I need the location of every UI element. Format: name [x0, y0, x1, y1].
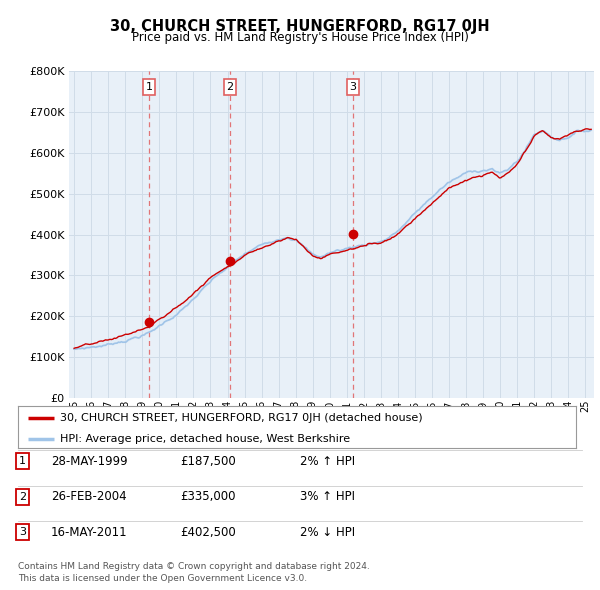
Text: Price paid vs. HM Land Registry's House Price Index (HPI): Price paid vs. HM Land Registry's House … — [131, 31, 469, 44]
Text: 1: 1 — [19, 457, 26, 466]
Text: 3: 3 — [350, 82, 356, 92]
Text: 16-MAY-2011: 16-MAY-2011 — [51, 526, 128, 539]
Text: 30, CHURCH STREET, HUNGERFORD, RG17 0JH: 30, CHURCH STREET, HUNGERFORD, RG17 0JH — [110, 19, 490, 34]
Text: 2: 2 — [227, 82, 233, 92]
Text: 2% ↑ HPI: 2% ↑ HPI — [300, 455, 355, 468]
Text: £187,500: £187,500 — [180, 455, 236, 468]
Text: 2% ↓ HPI: 2% ↓ HPI — [300, 526, 355, 539]
Text: 28-MAY-1999: 28-MAY-1999 — [51, 455, 128, 468]
Text: Contains HM Land Registry data © Crown copyright and database right 2024.
This d: Contains HM Land Registry data © Crown c… — [18, 562, 370, 583]
Text: 2: 2 — [19, 492, 26, 502]
Text: 3: 3 — [19, 527, 26, 537]
Text: £335,000: £335,000 — [180, 490, 235, 503]
Text: 1: 1 — [146, 82, 152, 92]
Text: £402,500: £402,500 — [180, 526, 236, 539]
Text: 26-FEB-2004: 26-FEB-2004 — [51, 490, 127, 503]
Text: HPI: Average price, detached house, West Berkshire: HPI: Average price, detached house, West… — [60, 434, 350, 444]
Text: 30, CHURCH STREET, HUNGERFORD, RG17 0JH (detached house): 30, CHURCH STREET, HUNGERFORD, RG17 0JH … — [60, 413, 422, 423]
Text: 3% ↑ HPI: 3% ↑ HPI — [300, 490, 355, 503]
